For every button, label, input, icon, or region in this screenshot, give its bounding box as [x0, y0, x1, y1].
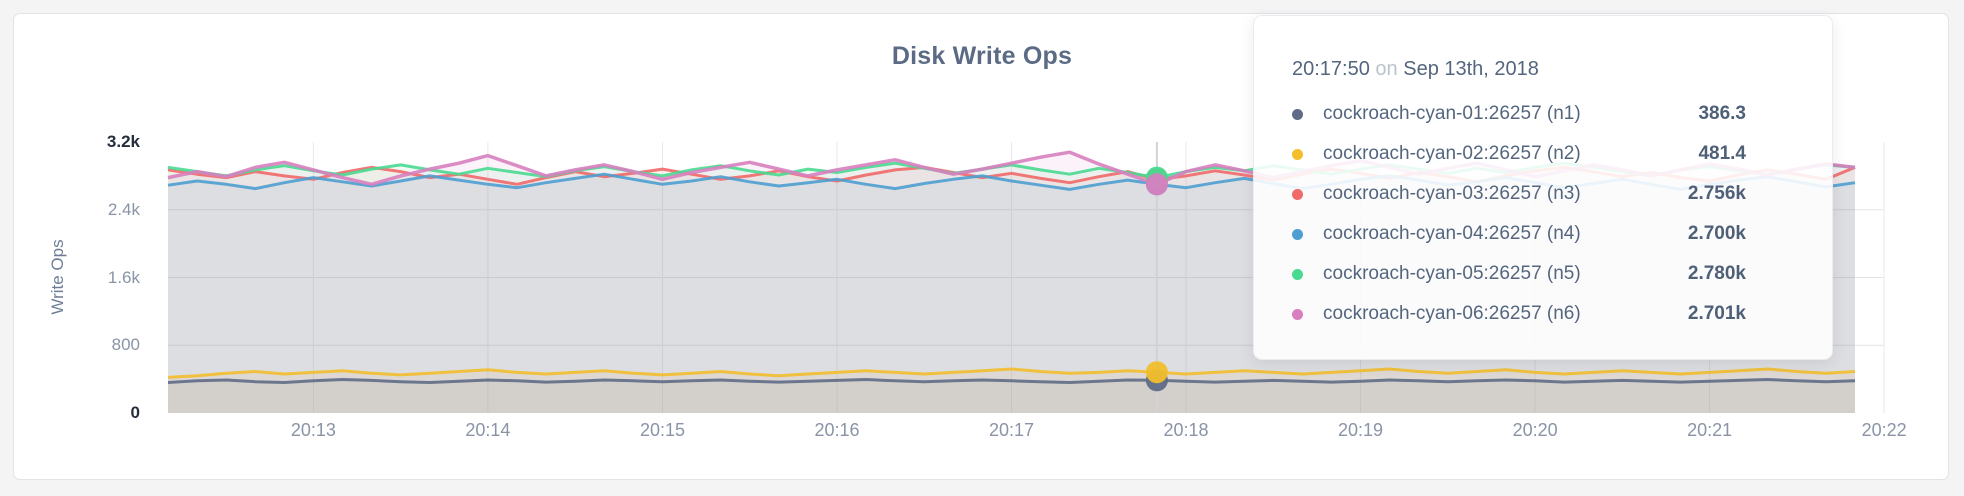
x-tick-label: 20:18 — [1163, 420, 1209, 440]
tooltip-series-name: cockroach-cyan-03:26257 (n3) — [1323, 183, 1581, 204]
tooltip-series-value: 2.780k — [1687, 263, 1746, 284]
x-tick-label: 20:16 — [814, 420, 860, 440]
series-area-n1 — [168, 379, 1855, 413]
hover-dot-n6 — [1145, 173, 1168, 196]
tooltip-row: cockroach-cyan-06:26257 (n6) 2.701k — [1292, 294, 1802, 334]
tooltip-row: cockroach-cyan-01:26257 (n1) 386.3 — [1292, 94, 1802, 134]
tooltip-series-value: 2.700k — [1687, 223, 1746, 244]
tooltip-row: cockroach-cyan-02:26257 (n2) 481.4 — [1292, 134, 1802, 174]
tooltip-series-name: cockroach-cyan-01:26257 (n1) — [1323, 103, 1581, 124]
tooltip-time: 20:17:50 — [1292, 58, 1370, 80]
tooltip-series-name: cockroach-cyan-06:26257 (n6) — [1323, 303, 1581, 324]
x-tick-label: 20:21 — [1687, 420, 1733, 440]
y-tick-label: 1.6k — [107, 267, 140, 287]
x-tick-label: 20:14 — [465, 420, 511, 440]
tooltip-series-name: cockroach-cyan-04:26257 (n4) — [1323, 223, 1581, 244]
x-tick-label: 20:15 — [639, 420, 686, 440]
tooltip-series-value: 481.4 — [1698, 143, 1746, 164]
tooltip-row: cockroach-cyan-04:26257 (n4) 2.700k — [1292, 214, 1802, 254]
y-tick-label: 0 — [130, 403, 140, 422]
y-tick-label: 2.4k — [107, 199, 140, 219]
series-color-dot-icon — [1292, 148, 1303, 160]
series-color-dot-icon — [1292, 228, 1303, 240]
series-color-dot-icon — [1292, 268, 1303, 280]
tooltip-series-name: cockroach-cyan-02:26257 (n2) — [1323, 143, 1581, 164]
tooltip-series-value: 386.3 — [1698, 103, 1746, 124]
x-tick-label: 20:19 — [1337, 420, 1384, 440]
x-tick-label: 20:20 — [1512, 420, 1558, 440]
tooltip-date: Sep 13th, 2018 — [1403, 58, 1539, 80]
x-tick-label: 20:13 — [290, 420, 336, 440]
tooltip-row: cockroach-cyan-03:26257 (n3) 2.756k — [1292, 174, 1802, 214]
y-tick-label: 3.2k — [106, 132, 140, 151]
x-tick-label: 20:17 — [988, 420, 1035, 440]
series-color-dot-icon — [1292, 108, 1303, 120]
tooltip-series-value: 2.701k — [1687, 303, 1746, 324]
y-tick-label: 800 — [111, 335, 140, 355]
tooltip-series-value: 2.756k — [1687, 183, 1746, 204]
hover-dot-n2 — [1145, 361, 1168, 384]
chart-title: Disk Write Ops — [891, 42, 1073, 70]
series-color-dot-icon — [1292, 308, 1303, 320]
series-line-n2 — [167, 367, 1856, 379]
series-color-dot-icon — [1292, 188, 1303, 200]
tooltip-connector: on — [1375, 58, 1398, 80]
x-tick-label: 20:22 — [1861, 420, 1907, 440]
series-line-n1 — [167, 378, 1856, 384]
tooltip-rows: cockroach-cyan-01:26257 (n1) 386.3 cockroa… — [1292, 94, 1802, 334]
tooltip-series-name: cockroach-cyan-05:26257 (n5) — [1323, 263, 1581, 284]
chart-tooltip: 20:17:50 on Sep 13th, 2018 cockroach-cya… — [1253, 15, 1833, 360]
tooltip-row: cockroach-cyan-05:26257 (n5) 2.780k — [1292, 254, 1802, 294]
tooltip-header: 20:17:50 on Sep 13th, 2018 — [1292, 56, 1802, 82]
